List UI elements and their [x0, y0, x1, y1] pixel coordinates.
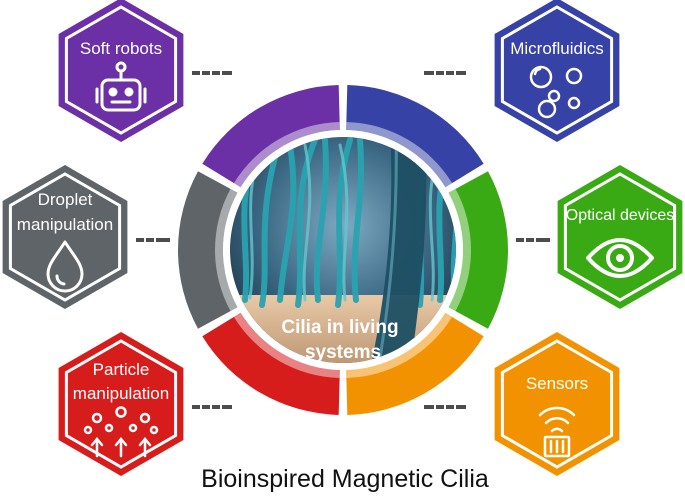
hexagon-optical-devices [557, 165, 683, 309]
hexagon-border [64, 339, 178, 469]
connector-optical [516, 238, 550, 242]
ring-segment-droplet [178, 171, 238, 329]
hexagon-border [500, 5, 614, 135]
label-optical-devices: Optical devices [566, 207, 675, 224]
ring-segment-sensors [346, 312, 484, 415]
hexagon-fill [58, 332, 184, 476]
label-soft-robots: Soft robots [80, 39, 162, 58]
label-droplet-line-1: Droplet [38, 190, 93, 209]
label-particle-line-2: manipulation [73, 384, 169, 403]
hexagon-border [500, 339, 614, 469]
label-droplet-line-2: manipulation [17, 215, 113, 234]
hexagon-fill [2, 165, 128, 309]
hexagon-sensors [494, 332, 620, 476]
eye-icon [586, 238, 654, 278]
particles-icon [83, 406, 159, 458]
ring-segment-soft-robots [202, 85, 340, 188]
connector-droplet [136, 238, 170, 242]
sensor-icon [538, 406, 576, 458]
label-microfluidics: Microfluidics [510, 39, 604, 58]
ring-segment-optical [448, 171, 508, 329]
center-label: Cilia in living systems [281, 317, 398, 363]
bubbles-icon [529, 65, 583, 119]
center-label-line-1: Cilia in living [281, 317, 398, 338]
ring-segment-microfluidics [346, 85, 484, 188]
hexagon-fill [494, 332, 620, 476]
ring-highlight-soft-robots [233, 122, 340, 188]
hexagon-border [563, 172, 677, 302]
hexagon-microfluidics [494, 0, 620, 142]
ring-highlight-optical [448, 188, 471, 312]
ring-highlight-sensors [346, 312, 453, 378]
hexagon-droplet-manipulation [2, 165, 128, 309]
hexagon-fill [557, 165, 683, 309]
hexagon-border [8, 172, 122, 302]
label-particle-line-1: Particle [93, 360, 150, 379]
hexagon-fill [494, 0, 620, 142]
ring-segment-particle [202, 312, 340, 415]
droplet-icon [46, 240, 84, 293]
ring-highlight-particle [233, 312, 340, 378]
diagram-title: Bioinspired Magnetic Cilia [201, 465, 489, 493]
ring-highlight-droplet [215, 188, 238, 312]
robot-icon [95, 61, 147, 112]
center-label-line-2: systems [305, 342, 381, 363]
hexagon-border [64, 5, 178, 135]
hexagon-particle-manipulation [58, 332, 184, 476]
label-sensors: Sensors [526, 374, 588, 393]
ring-highlight-microfluidics [346, 122, 453, 188]
